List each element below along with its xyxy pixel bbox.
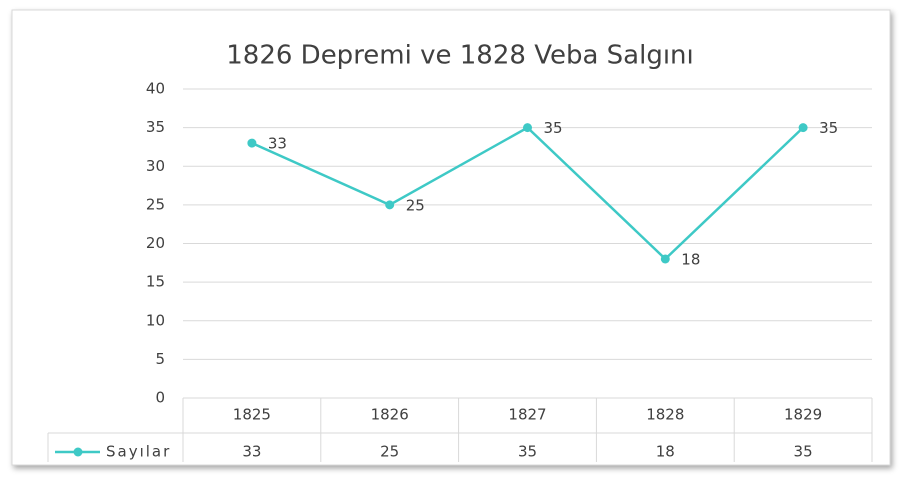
table-value: 35 <box>794 443 813 461</box>
point <box>798 123 808 133</box>
data-label: 18 <box>681 250 700 268</box>
data-label: 35 <box>544 119 563 137</box>
y-tick-label: 35 <box>146 118 165 136</box>
y-tick-label: 0 <box>155 389 165 407</box>
x-tick-label: 1826 <box>371 406 409 424</box>
y-tick-label: 15 <box>146 273 165 291</box>
y-tick-label: 20 <box>146 234 165 252</box>
table-value: 33 <box>242 443 261 461</box>
point <box>660 254 670 264</box>
x-tick-label: 1829 <box>784 406 822 424</box>
table-value: 25 <box>380 443 399 461</box>
y-tick-label: 40 <box>146 80 165 98</box>
data-label: 33 <box>268 135 287 153</box>
chart-frame <box>11 9 891 466</box>
legend-label: Sayılar <box>106 443 171 461</box>
table-value: 18 <box>656 443 675 461</box>
x-tick-label: 1827 <box>508 406 546 424</box>
data-label: 35 <box>819 119 838 137</box>
y-tick-label: 10 <box>146 311 165 329</box>
y-tick-label: 25 <box>146 195 165 213</box>
chart-title: 1826 Depremi ve 1828 Veba Salgını <box>226 41 694 71</box>
data-label: 25 <box>406 196 425 214</box>
legend-key <box>73 447 83 457</box>
x-tick-label: 1828 <box>646 406 684 424</box>
point <box>385 200 395 210</box>
y-tick-label: 30 <box>146 157 165 175</box>
table-value: 35 <box>518 443 537 461</box>
y-tick-label: 5 <box>155 350 165 368</box>
x-tick-label: 1825 <box>233 406 271 424</box>
point <box>247 138 257 148</box>
point <box>523 123 532 133</box>
